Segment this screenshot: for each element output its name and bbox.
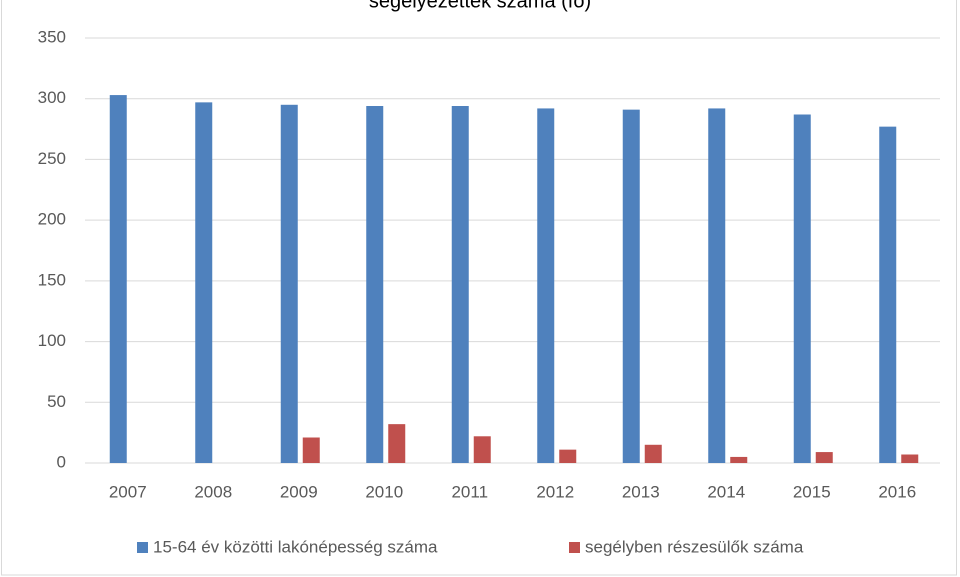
- bar: [559, 449, 577, 463]
- x-tick-label: 2016: [878, 482, 916, 501]
- y-tick-label: 50: [47, 392, 66, 411]
- bar: [473, 436, 491, 463]
- x-tick-label: 2015: [793, 482, 831, 501]
- x-tick-label: 2009: [280, 482, 318, 501]
- x-tick-label: 2007: [109, 482, 147, 501]
- bar: [644, 444, 662, 463]
- legend-label: 15-64 év közötti lakónépesség száma: [153, 537, 438, 556]
- x-tick-label: 2012: [536, 482, 574, 501]
- y-tick-label: 150: [38, 270, 66, 289]
- bar: [622, 109, 640, 464]
- x-tick-label: 2008: [194, 482, 232, 501]
- bar: [451, 106, 469, 463]
- bar: [901, 454, 919, 463]
- bar: [302, 437, 320, 463]
- bar: [793, 114, 811, 463]
- bar: [708, 108, 726, 463]
- legend-label: segélyben részesülők száma: [585, 537, 804, 556]
- y-tick-label: 350: [38, 27, 66, 46]
- bar: [815, 452, 833, 463]
- chart-title: segélyezettek száma (fő): [369, 0, 591, 12]
- bar: [195, 102, 213, 463]
- bar: [388, 424, 406, 463]
- bar: [537, 108, 555, 463]
- bar: [109, 95, 127, 464]
- x-tick-label: 2010: [365, 482, 403, 501]
- y-tick-label: 0: [57, 452, 66, 471]
- bar: [879, 126, 897, 464]
- y-tick-label: 200: [38, 210, 66, 229]
- x-tick-label: 2013: [622, 482, 660, 501]
- legend-swatch: [137, 542, 148, 553]
- bar: [730, 456, 748, 463]
- legend-swatch: [569, 542, 580, 553]
- bar: [280, 104, 298, 464]
- bar: [366, 106, 384, 463]
- y-tick-label: 100: [38, 331, 66, 350]
- x-tick-label: 2011: [451, 482, 488, 501]
- y-tick-label: 300: [38, 88, 66, 107]
- x-tick-label: 2014: [707, 482, 745, 501]
- y-tick-label: 250: [38, 149, 66, 168]
